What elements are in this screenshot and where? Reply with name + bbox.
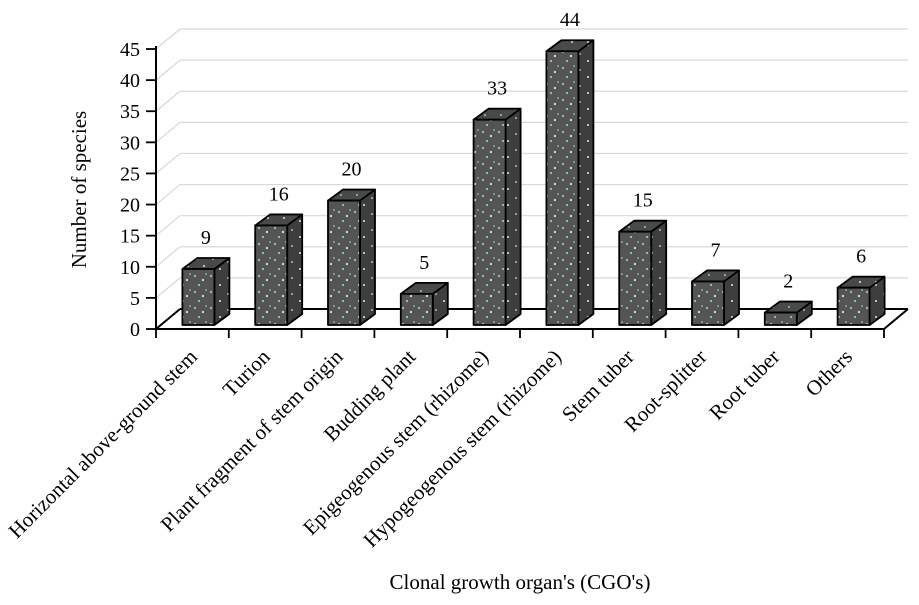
- bar-side-face: [359, 188, 376, 326]
- gridline-jog: [155, 90, 181, 112]
- bar-front-face: [691, 280, 725, 326]
- y-tick-label: 25: [120, 163, 140, 185]
- bar-front-face: [472, 118, 507, 326]
- y-tick-label: 45: [120, 39, 140, 61]
- y-tick-label: 5: [130, 288, 140, 310]
- bar-value-label: 20: [342, 159, 362, 181]
- gridline-jog: [155, 121, 181, 143]
- gridline-jog: [155, 184, 181, 206]
- floor-left-diagonal: [155, 308, 181, 330]
- bar-front-face: [836, 286, 871, 326]
- bar-front-face: [254, 224, 289, 326]
- gridline-jog: [155, 246, 181, 268]
- y-axis-title: Number of species: [67, 111, 91, 268]
- bar-value-label: 33: [487, 78, 507, 100]
- y-tick-label: 30: [120, 132, 140, 154]
- x-axis-title: Clonal growth organ's (CGO's): [390, 570, 651, 594]
- bar-front-face: [545, 50, 580, 326]
- bar-front-face: [399, 292, 434, 326]
- y-tick-label: 40: [120, 70, 140, 92]
- bar-value-label: 9: [201, 227, 211, 249]
- bar-value-label: 2: [783, 271, 793, 293]
- y-tick-label: 35: [120, 101, 140, 123]
- bar-value-label: 6: [856, 246, 866, 268]
- bar-front-face: [181, 268, 216, 326]
- bar-side-face: [504, 107, 522, 326]
- bar-value-label: 44: [560, 9, 580, 31]
- y-tick-label: 0: [130, 319, 140, 341]
- gridline-jog: [155, 215, 181, 237]
- gridline-jog: [155, 59, 181, 81]
- bar-value-label: 7: [711, 239, 721, 261]
- bar-value-label: 16: [269, 183, 289, 205]
- bar-value-label: 5: [419, 252, 429, 274]
- floor-right-diagonal: [883, 308, 909, 330]
- bar-front-face: [327, 199, 361, 326]
- gridline-jog: [155, 277, 181, 299]
- y-tick-label: 15: [120, 226, 140, 248]
- gridline-jog: [155, 152, 181, 174]
- bar-value-label: 15: [633, 190, 653, 212]
- bar-front-face: [618, 230, 653, 326]
- gridline-jog: [155, 28, 181, 50]
- y-tick-label: 10: [120, 257, 140, 279]
- bar-side-face: [577, 39, 595, 326]
- bar-side-face: [650, 219, 668, 326]
- bar-side-face: [286, 213, 304, 326]
- y-tick-label: 20: [120, 195, 140, 217]
- bar-front-face: [763, 311, 798, 326]
